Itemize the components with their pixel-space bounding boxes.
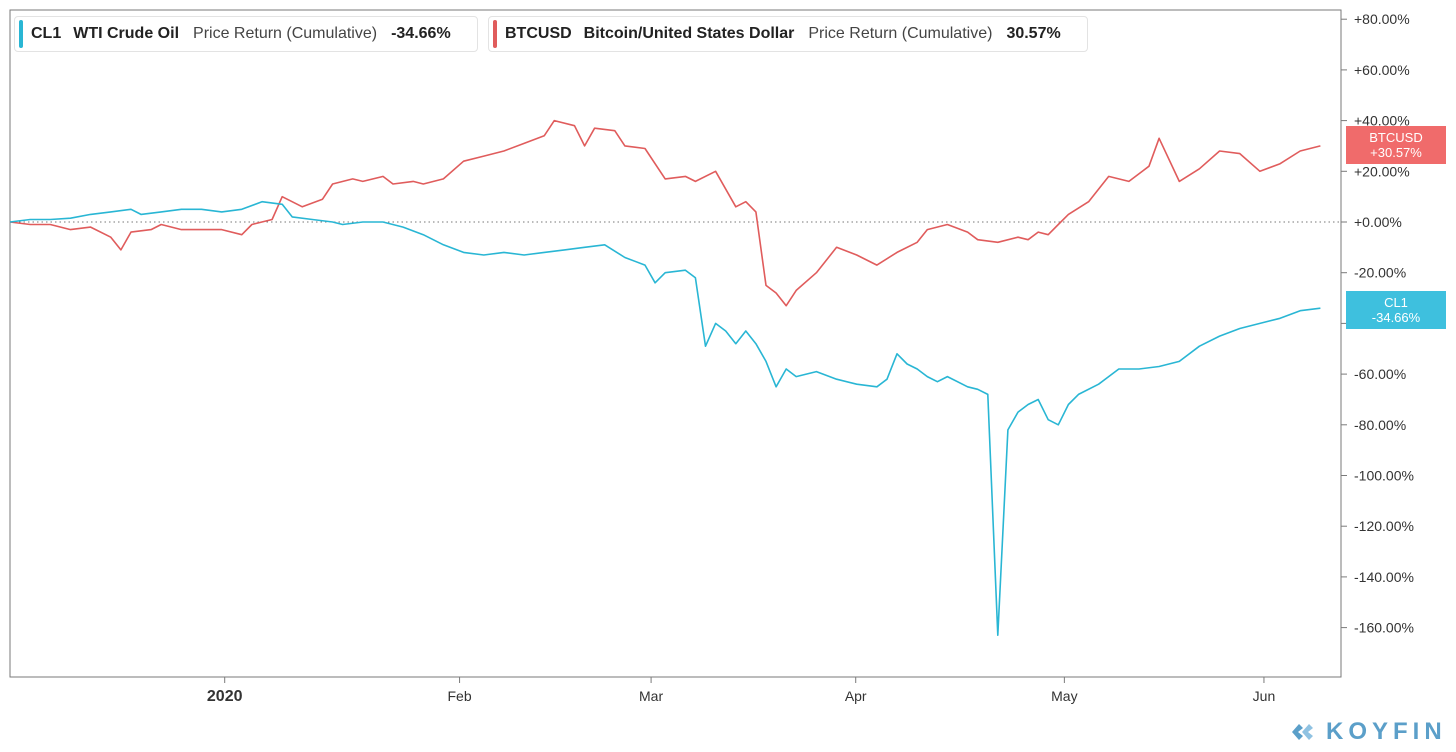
koyfin-mark-icon <box>1292 724 1313 740</box>
y-tick-label: +80.00% <box>1354 11 1410 27</box>
y-tick-label: -20.00% <box>1354 265 1406 281</box>
y-tick-label: +60.00% <box>1354 62 1410 78</box>
y-tick-label: -140.00% <box>1354 569 1414 585</box>
y-tick-label: -80.00% <box>1354 417 1406 433</box>
badge-cl1: CL1 -34.66% <box>1346 291 1446 329</box>
legend-metric: Price Return (Cumulative) <box>808 25 993 42</box>
y-tick-label: -100.00% <box>1354 468 1414 484</box>
koyfin-wordmark: KOYFIN <box>1326 718 1447 745</box>
badge-btcusd-label: BTCUSD <box>1369 130 1423 145</box>
koyfin-logo: KOYFIN <box>1290 718 1447 746</box>
legend-metric: Price Return (Cumulative) <box>193 25 378 42</box>
badge-cl1-value: -34.66% <box>1371 310 1421 325</box>
badge-btcusd: BTCUSD +30.57% <box>1346 126 1446 164</box>
y-tick-label: +0.00% <box>1354 214 1402 230</box>
x-tick-label: May <box>1051 688 1077 704</box>
legend-item-btcusd[interactable]: BTCUSD Bitcoin/United States Dollar Pric… <box>488 16 1088 52</box>
series-line-cl1 <box>9 200 1321 637</box>
legend-color-bar-btcusd <box>493 20 497 48</box>
x-tick-label: Feb <box>448 688 472 704</box>
legend-symbol: CL1 <box>31 25 62 42</box>
y-tick-label: -160.00% <box>1354 620 1414 636</box>
y-tick-label: -60.00% <box>1354 366 1406 382</box>
x-tick-label: Apr <box>845 688 867 704</box>
badge-cl1-label: CL1 <box>1384 295 1408 310</box>
legend-symbol: BTCUSD <box>505 25 572 42</box>
legend-item-cl1[interactable]: CL1 WTI Crude Oil Price Return (Cumulati… <box>14 16 478 52</box>
legend-color-bar-cl1 <box>19 20 23 48</box>
series-line-btcusd <box>9 119 1321 307</box>
badge-btcusd-value: +30.57% <box>1370 145 1422 160</box>
x-tick-label: Mar <box>639 688 663 704</box>
x-axis: 2020 Feb Mar Apr May Jun <box>207 677 1275 705</box>
y-tick-label: +20.00% <box>1354 163 1410 179</box>
x-tick-label: Jun <box>1253 688 1276 704</box>
y-tick-label: -120.00% <box>1354 518 1414 534</box>
legend-name: Bitcoin/United States Dollar <box>583 25 795 42</box>
series-layer <box>9 119 1321 637</box>
legend-name: WTI Crude Oil <box>73 25 180 42</box>
legend-value: -34.66% <box>391 25 451 42</box>
legend-value: 30.57% <box>1006 25 1061 42</box>
plot-frame <box>9 9 1342 678</box>
y-tick-label: +40.00% <box>1354 113 1410 129</box>
x-tick-label: 2020 <box>207 688 243 705</box>
